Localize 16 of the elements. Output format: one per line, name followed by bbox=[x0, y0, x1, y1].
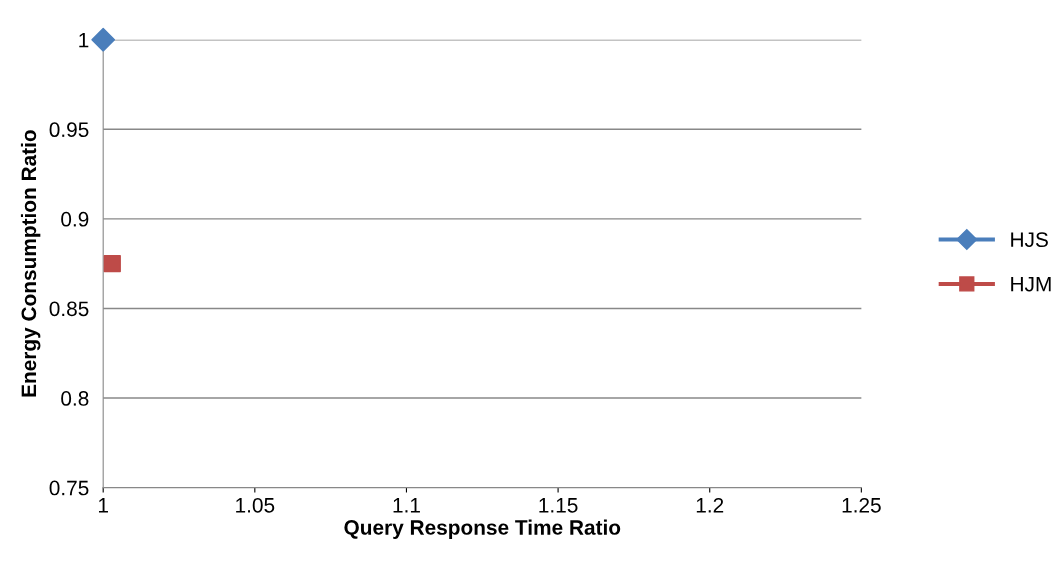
legend-label: HJM bbox=[1011, 276, 1051, 292]
y-axis-title: Energy Consumption Ratio bbox=[20, 130, 41, 397]
y-tick-label: 0.85 bbox=[49, 301, 89, 317]
y-tick-label: 1 bbox=[79, 32, 89, 48]
x-tick-label: 1.1 bbox=[393, 498, 420, 513]
y-tick-label: 0.9 bbox=[61, 211, 89, 227]
x-axis-title: Query Response Time Ratio bbox=[344, 519, 621, 539]
x-tick-label: 1.05 bbox=[236, 497, 275, 513]
y-tick-label: 0.95 bbox=[49, 122, 89, 138]
x-tick-label: 1.2 bbox=[696, 497, 724, 513]
x-tick-label: 1.25 bbox=[842, 497, 881, 513]
x-tick-label: 1 bbox=[98, 498, 108, 513]
y-tick-label: 0.8 bbox=[61, 391, 89, 406]
legend-label: HJS bbox=[1011, 232, 1048, 248]
y-tick-label: 0.75 bbox=[49, 480, 89, 496]
x-tick-label: 1.15 bbox=[539, 498, 578, 513]
